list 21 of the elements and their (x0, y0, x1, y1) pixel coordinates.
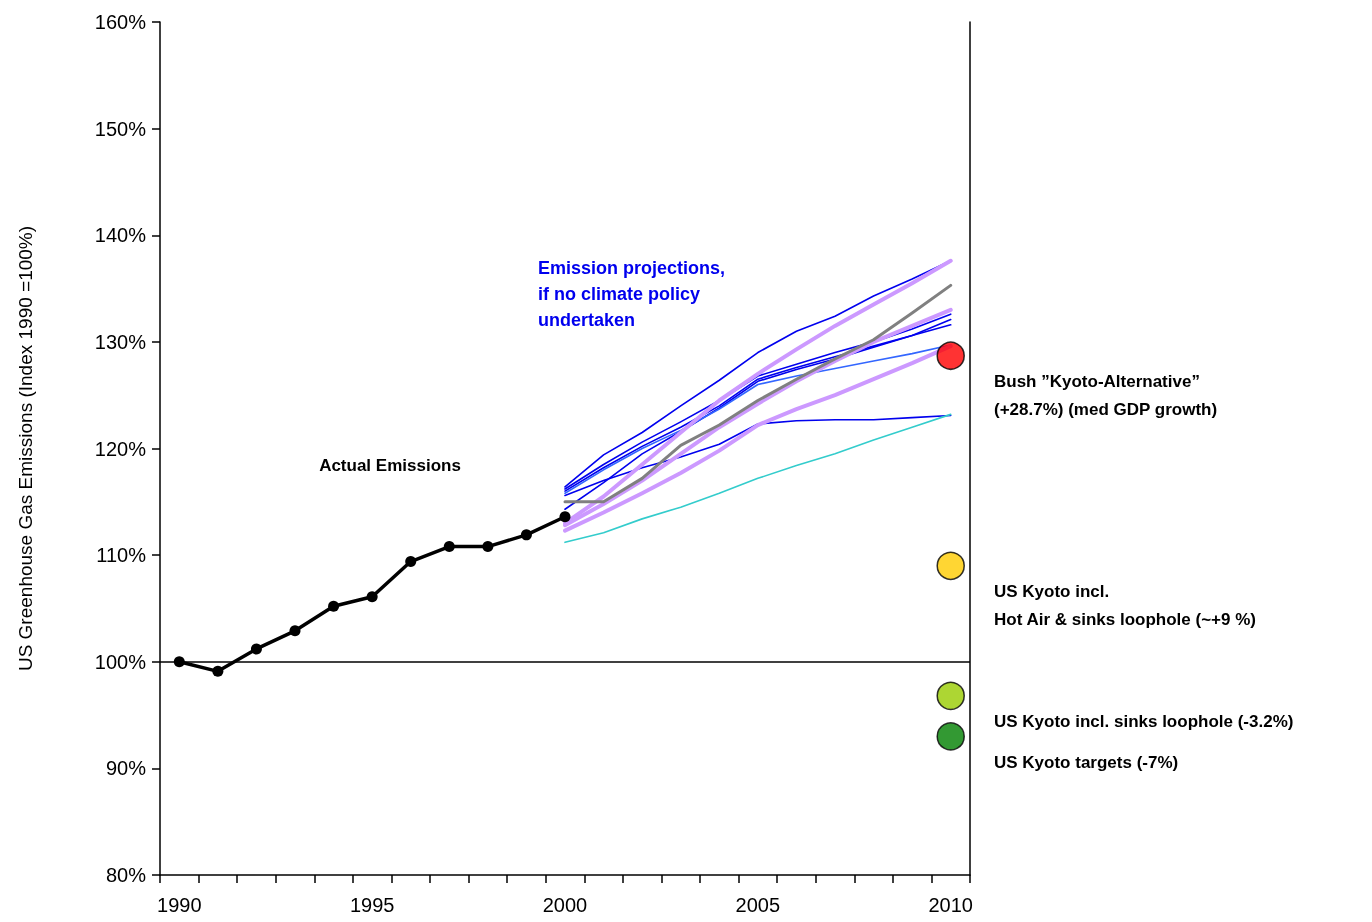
y-tick-label: 90% (105, 757, 147, 780)
y-tick-label: 110% (96, 544, 147, 567)
x-tick-label: 2010 (928, 894, 973, 916)
y-tick-label: 80% (105, 864, 147, 886)
y-tick-label: 140% (94, 224, 147, 247)
y-axis-title: US Greenhouse Gas Emissions (Index 1990 =100%) (15, 225, 36, 672)
y-tick-label: 100% (94, 650, 147, 673)
annotation: US Kyoto incl. sinks loophole (-3.2%) (994, 712, 1294, 732)
annotation: US Kyoto incl. Hot Air & sinks loophole (~+9 %) (994, 582, 1256, 630)
annotation: Emission projections, if no climate policy undertaken (538, 258, 726, 330)
y-tick-label: 150% (94, 117, 147, 140)
y-tick-label: 160% (94, 11, 147, 33)
x-tick-label: 2000 (542, 894, 588, 916)
annotation: US Kyoto targets (-7%) (994, 752, 1179, 772)
annotation: Actual Emissions (319, 455, 461, 475)
y-tick-label: 130% (94, 330, 147, 353)
x-tick-label: 2005 (735, 894, 781, 916)
x-tick-label: 1995 (349, 894, 395, 916)
y-tick-label: 120% (94, 437, 147, 460)
annotation: Bush ”Kyoto-Alternative” (+28.7%) (med GDP growth) (994, 372, 1218, 420)
x-tick-label: 1990 (157, 894, 202, 916)
